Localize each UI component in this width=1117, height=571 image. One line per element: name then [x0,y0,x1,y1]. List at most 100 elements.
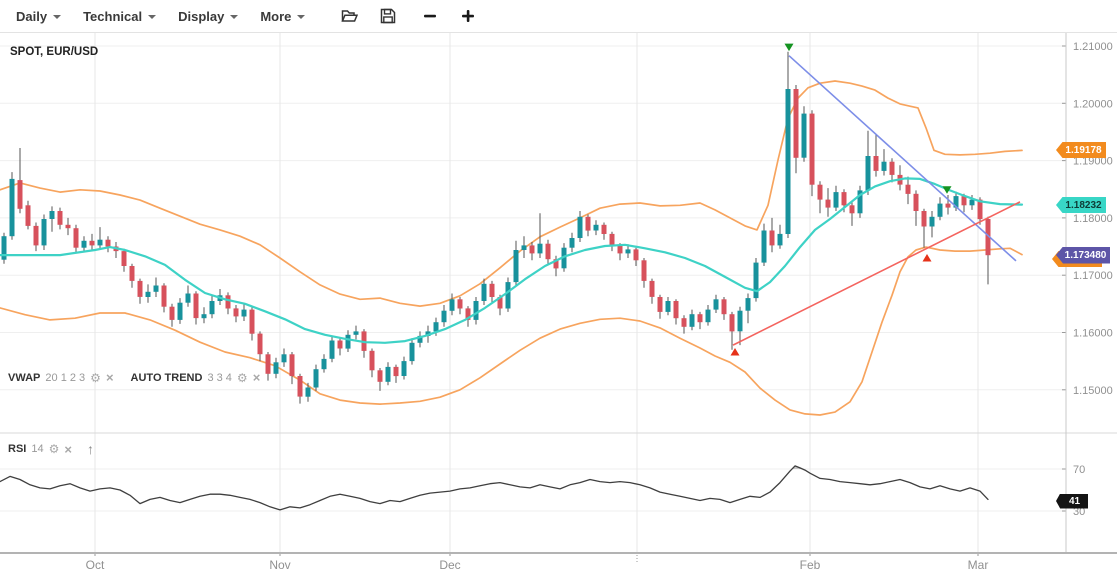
candle-body [377,370,383,382]
display-menu[interactable]: Display [172,5,248,28]
technical-menu[interactable]: Technical [77,5,166,28]
candle-body [617,245,623,254]
candle-body [761,230,767,263]
candle-body [73,228,79,248]
candle-body [457,299,463,309]
price-tick-label: 1.21000 [1073,41,1113,53]
candle-body [9,178,15,237]
candle-body [817,184,823,200]
price-tick-label: 1.20000 [1073,98,1113,110]
rsi-value-badge: 41 [1056,493,1088,509]
candle-body [137,280,143,297]
price-tick-label: 1.15000 [1073,385,1113,397]
rsi-indicator-legend: RSI 14 ⚙ × ↑ [8,442,94,456]
zoom-out-button[interactable] [414,4,446,28]
sell-signal-marker-icon [942,186,952,194]
minus-icon [422,8,438,24]
candle-body [609,233,615,246]
close-icon[interactable]: × [64,441,72,457]
candle-body [1,236,7,260]
close-icon[interactable]: × [105,370,114,385]
candle-body [369,350,375,371]
candle-body [465,308,471,320]
candle-body [209,301,215,315]
candle-body [705,309,711,323]
candle-body [521,245,527,250]
upper-band-price-badge: 1.19178 [1056,142,1106,158]
candle-body [801,113,807,158]
display-menu-label: Display [178,8,225,24]
candle-body [249,309,255,334]
candle-body [129,266,135,281]
gear-icon[interactable]: ⚙ [48,442,60,456]
candle-body [417,335,423,343]
candle-body [745,298,751,311]
candle-body [153,285,159,292]
sell-signal-marker-icon [784,43,794,52]
candle-body [81,240,87,248]
candle-body [41,219,47,246]
candle-body [625,249,631,254]
candle-body [233,308,239,317]
candle-body [105,239,111,247]
move-pane-up-icon[interactable]: ↑ [86,441,94,457]
time-axis-line[interactable] [0,552,1117,554]
gear-icon[interactable]: ⚙ [90,370,101,385]
chevron-down-icon [230,15,239,19]
gear-icon[interactable]: ⚙ [236,370,248,385]
month-label: Dec [439,558,460,571]
zoom-in-button[interactable] [452,4,484,28]
candle-body [321,358,327,370]
toolbar: Daily Technical Display More [0,0,1117,33]
candle-body [809,113,815,185]
candle-body [289,354,295,377]
candle-body [977,199,983,220]
vwap-indicator-params: 20 1 2 3 [45,371,86,384]
candle-body [393,366,399,377]
candle-body [969,199,975,206]
buy-signal-marker-icon [730,348,740,356]
candle-body [57,211,63,225]
bollinger-lower-line [0,246,1023,416]
chevron-down-icon [148,15,157,19]
more-menu-label: More [260,8,292,24]
candle-body [961,196,967,206]
candle-body [161,285,167,307]
open-chart-button[interactable] [333,4,366,28]
vwap-indicator-legend: VWAP 20 1 2 3 ⚙ × AUTO TREND 3 3 4 ⚙ × [8,371,260,384]
timeframe-menu[interactable]: Daily [10,5,71,28]
candle-body [681,318,687,327]
candle-body [985,219,991,256]
candle-body [777,233,783,246]
bollinger-upper-line [0,80,1023,307]
close-icon[interactable]: × [252,370,261,385]
rsi-indicator-name: RSI [8,443,27,455]
candle-body [873,156,879,171]
candle-body [225,295,231,309]
resistance-trend-line [788,55,1017,262]
vwap-line [0,177,1024,344]
save-chart-button[interactable] [372,4,404,28]
candle-body [497,297,503,309]
candle-body [25,205,31,226]
candle-body [537,243,543,254]
candle-body [409,342,415,362]
candle-body [529,245,535,254]
candle-body [937,203,943,217]
buy-signal-marker-icon [922,254,932,262]
candle-body [865,156,871,191]
candle-body [401,361,407,376]
candle-body [257,333,263,355]
candle-body [921,211,927,227]
price-chart-canvas[interactable]: 1.21000 1.20000 1.19000 1.18000 1.17000 1.160… [0,33,1117,571]
candle-body [89,240,95,246]
candle-body [793,89,799,158]
more-menu[interactable]: More [254,5,315,28]
candle-body [345,334,351,349]
candle-body [657,297,663,312]
candle-body [905,184,911,194]
chevron-down-icon [297,15,306,19]
candle-body [329,340,335,359]
candle-body [305,387,311,397]
